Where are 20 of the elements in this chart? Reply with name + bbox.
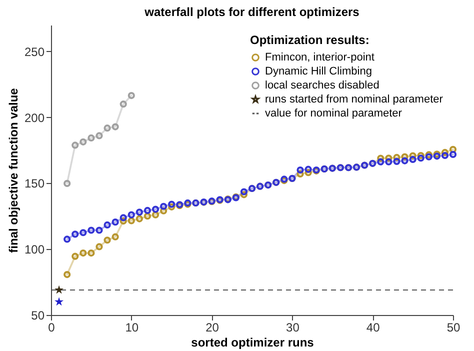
y-tick-label: 100 (24, 242, 45, 257)
x-axis-title: sorted optimizer runs (191, 336, 314, 350)
legend-title: Optimization results: (250, 33, 370, 47)
x-tick-label: 20 (206, 320, 220, 334)
y-tick-label: 150 (24, 176, 45, 191)
y-tick-label: 250 (24, 44, 45, 59)
y-tick-label: 200 (24, 110, 45, 125)
chart-title: waterfall plots for different optimizers (144, 5, 360, 19)
x-tick-label: 30 (286, 320, 300, 334)
legend-label: local searches disabled (265, 80, 380, 92)
y-axis-title: final objective function value (6, 88, 20, 253)
x-tick-label: 50 (446, 320, 460, 334)
x-tick-label: 0 (48, 320, 56, 334)
legend-label: Fmincon, interior-point (265, 52, 374, 64)
x-tick-label: 40 (366, 320, 380, 334)
x-tick-label: 10 (125, 320, 139, 334)
y-tick-label: 50 (31, 308, 45, 322)
legend-label: value for nominal parameter (265, 108, 402, 120)
legend-label: Dynamic Hill Climbing (265, 66, 372, 78)
legend-label: runs started from nominal parameter (265, 94, 444, 106)
